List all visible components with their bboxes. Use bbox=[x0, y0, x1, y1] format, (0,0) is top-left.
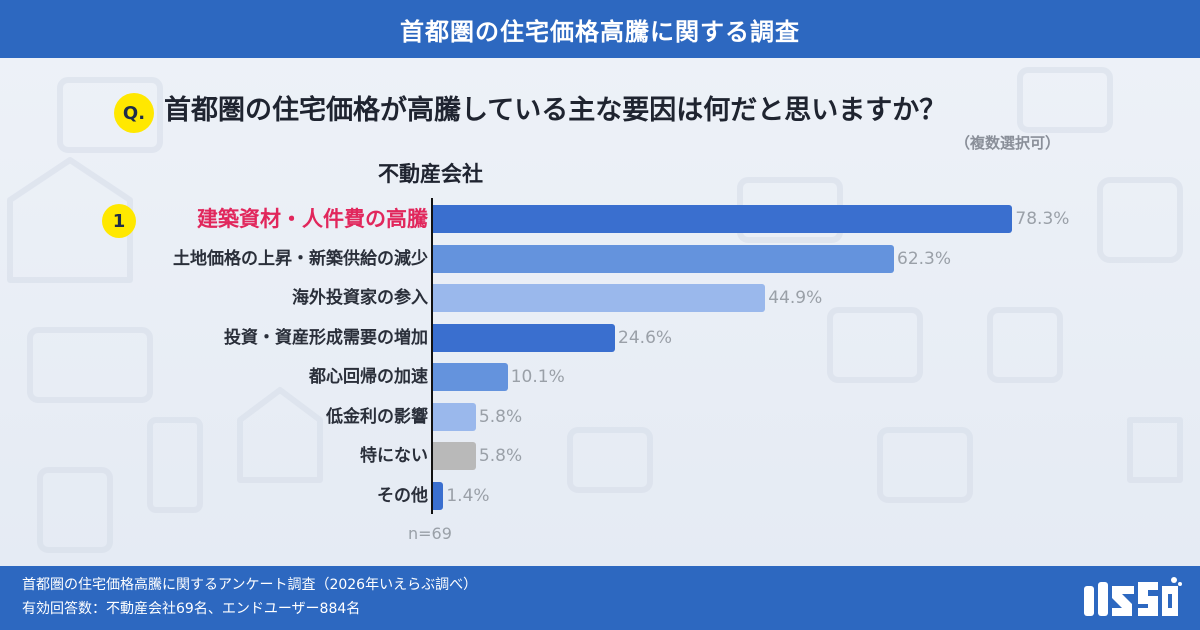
page-header: 首都圏の住宅価格高騰に関する調査 bbox=[0, 0, 1200, 58]
category-label: その他 bbox=[377, 485, 428, 506]
ierabu-logo bbox=[1084, 577, 1182, 616]
value-label: 24.6% bbox=[618, 327, 673, 348]
question-note: （複数選択可） bbox=[954, 134, 1060, 152]
category-label: 投資・資産形成需要の増加 bbox=[224, 327, 428, 348]
question-badge: Q. bbox=[114, 93, 154, 133]
bar bbox=[433, 244, 895, 273]
rank-badge: 1 bbox=[102, 204, 136, 238]
value-label: 1.4% bbox=[446, 485, 490, 506]
bar bbox=[433, 363, 508, 391]
value-label: 5.8% bbox=[478, 446, 523, 466]
bar bbox=[433, 481, 444, 510]
value-label: 10.1% bbox=[510, 367, 565, 387]
value-label: 5.8% bbox=[478, 406, 523, 427]
value-label: 78.3% bbox=[1015, 209, 1070, 229]
bar bbox=[433, 323, 616, 352]
category-label: 土地価格の上昇・新築供給の減少 bbox=[173, 248, 428, 269]
category-label: 低金利の影響 bbox=[326, 406, 428, 427]
page-footer: 首都圏の住宅価格高騰に関するアンケート調査（2026年いえらぶ調べ） 有効回答数… bbox=[0, 566, 1200, 630]
category-label: 建築資材・人件費の高騰 bbox=[197, 207, 428, 231]
bar bbox=[433, 284, 766, 312]
footer-respondents-line: 有効回答数：不動産会社69名、エンドユーザー884名 bbox=[22, 601, 361, 617]
category-label: 海外投資家の参入 bbox=[292, 288, 428, 308]
value-label: 62.3% bbox=[897, 248, 952, 269]
footer-survey-line: 首都圏の住宅価格高騰に関するアンケート調査（2026年いえらぶ調べ） bbox=[22, 577, 478, 593]
question-text: 首都圏の住宅価格が高騰している主な要因は何だと思いますか？ bbox=[164, 95, 947, 126]
bar bbox=[433, 402, 476, 431]
bar bbox=[433, 442, 476, 470]
header-title: 首都圏の住宅価格高騰に関する調査 bbox=[400, 17, 800, 46]
category-label: 特にない bbox=[360, 446, 428, 466]
bar bbox=[433, 205, 1013, 233]
chart-axis-line bbox=[431, 198, 433, 514]
segment-label: 不動産会社 bbox=[378, 162, 483, 186]
category-label: 都心回帰の加速 bbox=[309, 367, 428, 387]
sample-size-label: n=69 bbox=[408, 524, 452, 543]
value-label: 44.9% bbox=[768, 288, 823, 308]
